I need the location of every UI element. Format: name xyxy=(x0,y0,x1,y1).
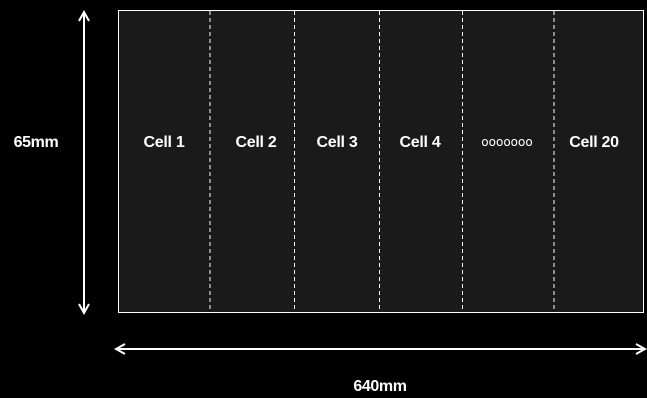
cell-label-1: Cell 1 xyxy=(144,134,185,151)
cell-ellipsis: ooooooo xyxy=(481,135,532,149)
cell-label-20: Cell 20 xyxy=(569,134,619,151)
height-dimension-label: 65mm xyxy=(14,134,59,151)
width-dimension-label: 640mm xyxy=(353,378,406,395)
cell-label-2: Cell 2 xyxy=(236,134,277,151)
module-outline xyxy=(118,10,644,313)
cell-label-3: Cell 3 xyxy=(317,134,358,151)
cell-label-4: Cell 4 xyxy=(400,134,441,151)
